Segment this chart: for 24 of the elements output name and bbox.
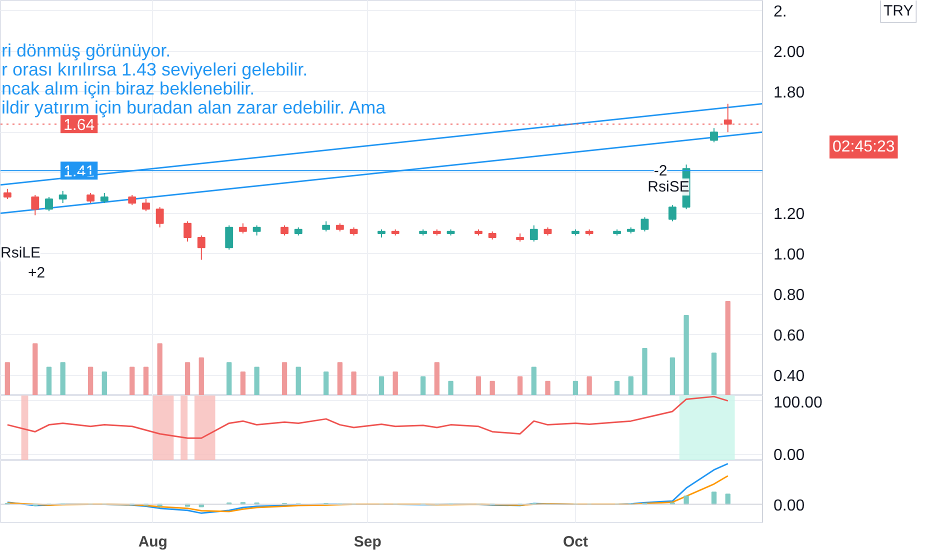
annotation: +2: [28, 264, 46, 282]
annotation: RsiSE: [648, 178, 690, 196]
y-tick-label: 0.60: [774, 328, 805, 345]
y-tick-label: 0.00: [774, 447, 805, 464]
x-tick-label: Sep: [354, 534, 382, 550]
text: 02:45:23: [832, 138, 895, 156]
annotation: ncak alım için biraz beklenebilir.: [2, 78, 255, 98]
annotation: ri dönmüş görünüyor.: [2, 40, 171, 60]
y-tick-label: 0.80: [774, 287, 805, 304]
y-tick-label: 100.00: [774, 394, 823, 412]
annotation: r orası kırılırsa 1.43 seviyeleri gelebilir.: [2, 60, 308, 80]
y-tick-label: 1.20: [774, 206, 805, 224]
annotation: ildir yatırım için buradan alan zarar edebilir. Ama: [2, 98, 387, 118]
ref-line-label: 1.64: [64, 117, 95, 134]
y-tick-label: 2.: [774, 4, 787, 21]
y-tick-label: 1.80: [774, 84, 805, 102]
text: TRY: [884, 2, 914, 20]
y-tick-label: 0.40: [774, 368, 805, 386]
annotation: -2: [654, 162, 668, 180]
annotation: RsiLE: [0, 244, 41, 262]
y-tick-label: 2.00: [774, 44, 805, 62]
y-tick-label: 1.00: [774, 246, 805, 264]
x-tick-label: Oct: [562, 534, 588, 550]
x-tick-label: Aug: [138, 534, 168, 550]
